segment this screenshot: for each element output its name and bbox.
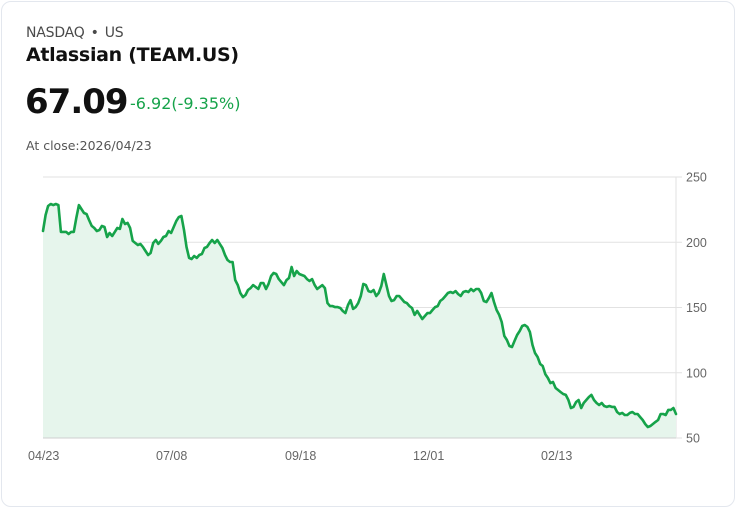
close-timestamp: At close:2026/04/23 [26,138,152,153]
exchange-name: NASDAQ [26,25,85,41]
stock-price: 67.09 [25,82,129,122]
y-tick-label: 150 [686,301,707,315]
stock-name: Atlassian (TEAM.US) [26,44,239,66]
x-tick-label: 09/18 [285,449,316,463]
separator-dot: • [90,25,99,41]
chart-axes: 250 200 150 100 50 04/23 07/08 09/18 12/01 02/13 [28,171,707,464]
x-tick-label: 02/13 [541,449,572,463]
y-tick-label: 50 [686,432,700,446]
price-area-fill [43,204,676,438]
exchange-label: NASDAQ • US [26,25,124,41]
x-tick-label: 07/08 [156,449,187,463]
y-tick-label: 250 [686,171,707,185]
y-tick-label: 200 [686,236,707,250]
price-change: -6.92(-9.35%) [130,94,241,113]
region-label: US [104,25,124,41]
y-tick-label: 100 [686,366,707,380]
price-line [41,202,678,429]
x-tick-label: 12/01 [413,449,444,463]
x-tick-label: 04/23 [28,449,59,463]
